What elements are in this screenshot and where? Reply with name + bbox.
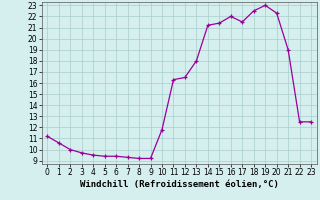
X-axis label: Windchill (Refroidissement éolien,°C): Windchill (Refroidissement éolien,°C) bbox=[80, 180, 279, 189]
